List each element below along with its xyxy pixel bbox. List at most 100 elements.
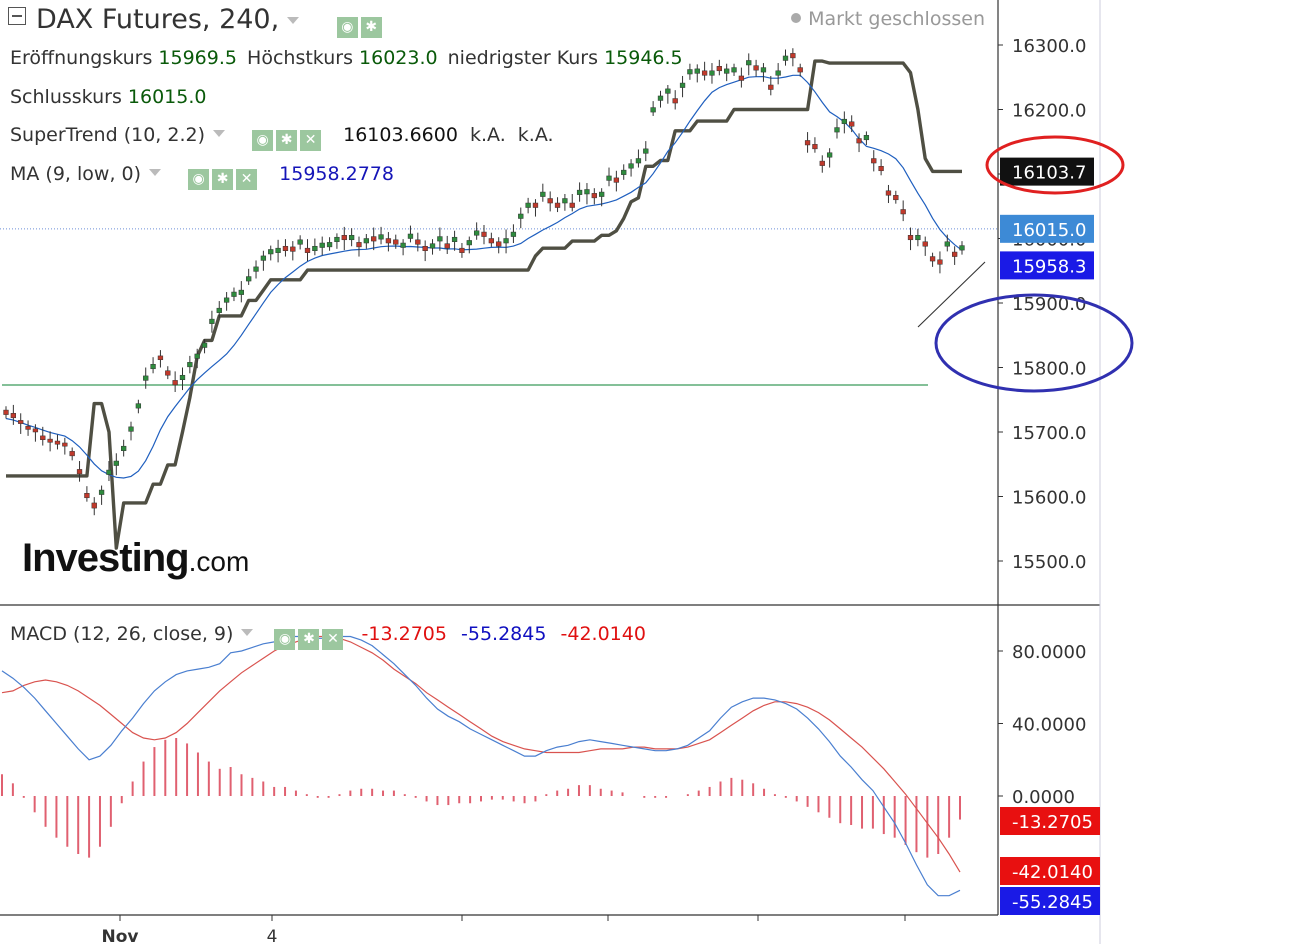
candle-body: [709, 70, 715, 76]
candle-body: [165, 370, 171, 376]
macd-legend[interactable]: MACD (12, 26, close, 9) ◉ ✱ ✕ -13.2705 -55…: [10, 623, 646, 650]
candle-body: [481, 231, 487, 237]
candle-body: [40, 435, 46, 440]
candle-body: [643, 148, 649, 154]
macd-value-label: -55.2845: [1012, 892, 1093, 913]
eye-icon[interactable]: ◉: [336, 17, 358, 38]
candle-body: [731, 67, 737, 73]
candle-body: [907, 235, 914, 241]
ma-legend[interactable]: MA (9, low, 0) ◉ ✱ ✕ 15958.2778: [10, 163, 394, 190]
candle-body: [319, 242, 325, 248]
candle-body: [290, 246, 296, 252]
candle-body: [47, 438, 53, 443]
candle-body: [275, 247, 281, 253]
collapse-icon[interactable]: [8, 7, 26, 25]
chart-title-bar[interactable]: DAX Futures, 240, ◉ ✱: [8, 4, 382, 38]
eye-icon[interactable]: ◉: [252, 130, 274, 151]
candle-body: [518, 213, 524, 219]
brand-name: Investing: [22, 536, 190, 580]
candle-body: [834, 127, 840, 133]
candle-body: [179, 374, 186, 381]
candle-body: [672, 98, 678, 104]
close-icon[interactable]: ✕: [300, 130, 322, 151]
blue-circle-annotation: [934, 293, 1134, 393]
candle-body: [98, 489, 105, 495]
candle-body: [84, 493, 90, 499]
supertrend-legend[interactable]: SuperTrend (10, 2.2) ◉ ✱ ✕ 16103.6600 k.A.…: [10, 124, 554, 151]
candle-body: [915, 235, 921, 241]
candle-body: [760, 67, 767, 73]
candle-body: [268, 249, 274, 255]
supertrend-extra-2: k.A.: [517, 124, 554, 146]
gear-icon[interactable]: ✱: [298, 629, 320, 650]
candle-body: [444, 243, 450, 249]
candle-body: [216, 307, 222, 313]
candle-body: [738, 75, 745, 81]
macd-layer: [1, 635, 961, 897]
candle-body: [878, 166, 884, 172]
ohlc-row-2: Schlusskurs 16015.0: [10, 86, 206, 108]
candle-body: [724, 68, 730, 74]
candle-body: [341, 235, 347, 241]
candle-body: [665, 88, 671, 94]
candle-body: [532, 202, 539, 208]
gear-icon[interactable]: ✱: [360, 17, 382, 38]
macd-y-tick-label: 0.0000: [1012, 787, 1075, 808]
y-tick-label: 16300.0: [1012, 36, 1086, 57]
close-icon[interactable]: ✕: [322, 629, 344, 650]
gear-icon[interactable]: ✱: [212, 169, 234, 190]
dropdown-caret-icon[interactable]: [287, 17, 300, 24]
supertrend-extra-1: k.A.: [470, 124, 506, 146]
macd-hist-value: -13.2705: [361, 623, 447, 645]
chart-title: DAX Futures, 240,: [36, 4, 280, 35]
candle-body: [687, 69, 693, 75]
candle-body: [937, 259, 943, 265]
axis-layer: 16300.016200.016100.016000.015900.015800…: [0, 0, 1101, 944]
candle-body: [128, 426, 134, 432]
macd-value-label-box: [1000, 887, 1100, 915]
ohlc-row-1: Eröffnungskurs 15969.5 Höchstkurs 16023.…: [10, 47, 683, 69]
red-circle-annotation: [985, 135, 1125, 195]
candle-body: [187, 362, 193, 368]
macd-line: [1, 635, 961, 897]
candle-body: [385, 238, 392, 244]
candle-body: [451, 236, 458, 242]
ma-value: 15958.2778: [279, 163, 394, 185]
gear-icon[interactable]: ✱: [276, 130, 298, 151]
candle-body: [540, 191, 546, 197]
dropdown-caret-icon[interactable]: [241, 629, 254, 636]
candle-body: [863, 135, 870, 141]
candle-body: [849, 121, 855, 127]
candle-body: [282, 245, 289, 252]
candle-body: [91, 502, 97, 509]
candle-body: [304, 247, 311, 253]
eye-icon[interactable]: ◉: [274, 629, 296, 650]
low-value: 15946.5: [604, 47, 683, 69]
candle-body: [819, 160, 825, 166]
dropdown-caret-icon[interactable]: [149, 169, 162, 176]
candle-body: [576, 189, 583, 195]
supertrend-label: SuperTrend (10, 2.2): [10, 124, 206, 146]
candle-body: [841, 118, 847, 124]
y-tick-label: 15500.0: [1012, 552, 1086, 573]
candle-body: [459, 247, 465, 253]
ma-label: MA (9, low, 0): [10, 163, 142, 185]
candle-body: [260, 255, 267, 261]
candle-body: [599, 191, 605, 197]
y-tick-label: 16200.0: [1012, 101, 1086, 122]
eye-icon[interactable]: ◉: [188, 169, 210, 190]
open-value: 15969.5: [158, 47, 237, 69]
candle-body: [69, 451, 75, 457]
candle-body: [657, 95, 664, 101]
price-label-close: 16015.0: [1012, 220, 1086, 241]
dropdown-caret-icon[interactable]: [213, 130, 226, 137]
candle-body: [407, 233, 414, 239]
candle-body: [797, 67, 803, 73]
candle-body: [76, 469, 83, 475]
candle-body: [297, 239, 303, 245]
candle-body: [121, 445, 127, 451]
close-icon[interactable]: ✕: [236, 169, 258, 190]
supertrend-line: [6, 59, 962, 550]
candle-body: [238, 289, 244, 295]
